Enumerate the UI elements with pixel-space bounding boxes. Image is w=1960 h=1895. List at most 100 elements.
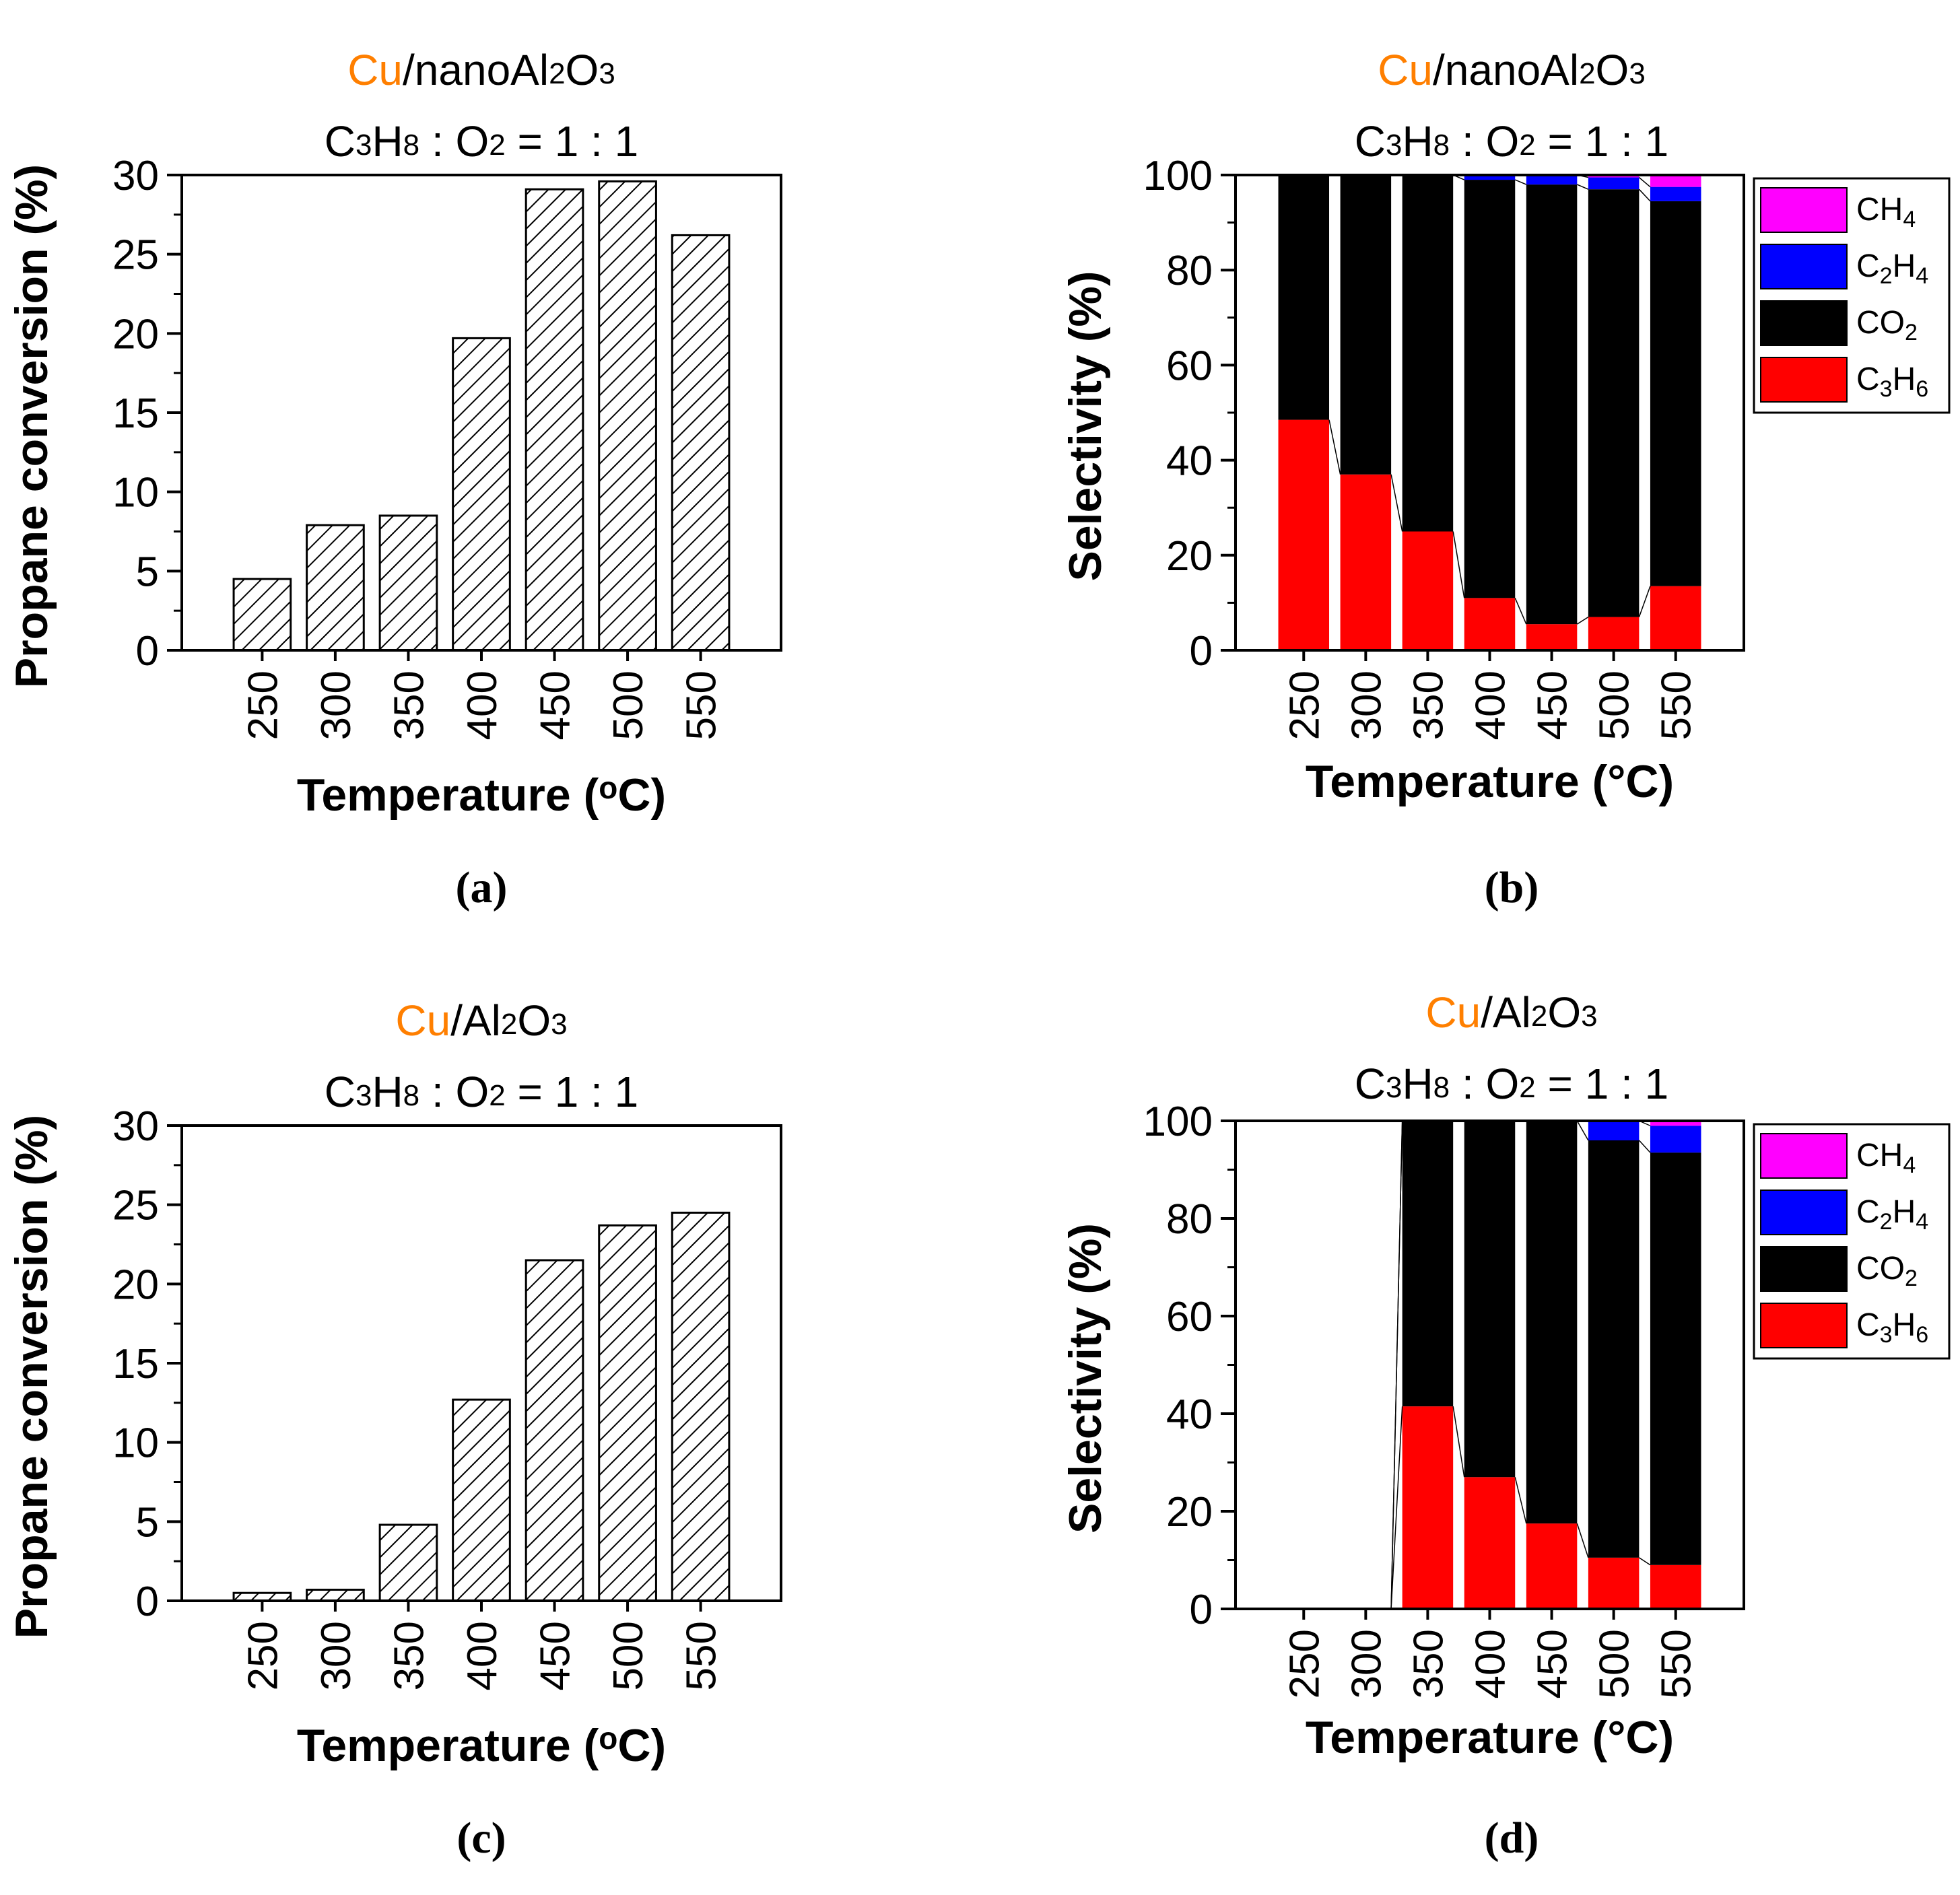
- y-axis-label: Selectivity (%): [1060, 1223, 1111, 1534]
- bar-co2-350: [1402, 175, 1454, 532]
- bar-550: [671, 234, 731, 652]
- y-tick-label: 5: [136, 549, 159, 595]
- legend-co2-label: CO2: [1856, 1251, 1918, 1291]
- x-tick-label: 550: [1654, 670, 1700, 740]
- y-tick-label: 0: [1190, 1587, 1213, 1633]
- panel-b: Cu/nanoAl2O3 C3H8 : O2 = 1 : 1 CH4 C2H4 CO2 C…: [1060, 46, 1951, 912]
- x-tick-label: 300: [1343, 670, 1390, 740]
- legend-c3h6-label: C3H6: [1856, 1307, 1928, 1348]
- x-axis-label: Temperature (oC): [297, 1720, 666, 1771]
- bar-c2h4-550: [1650, 186, 1701, 201]
- x-tick-label: 250: [1281, 670, 1328, 740]
- y-tick-label: 20: [112, 1262, 159, 1308]
- bar-co2-450: [1526, 184, 1578, 625]
- x-tick-label: 450: [533, 1621, 579, 1690]
- bar-c2h4-450: [1526, 175, 1578, 185]
- bar-c3h6-250: [1278, 419, 1330, 650]
- chart-title: Cu/nanoAl2O3: [1378, 46, 1646, 94]
- panel-label: (a): [456, 863, 508, 912]
- x-tick-label: 450: [1530, 670, 1576, 740]
- y-tick-label: 25: [112, 232, 159, 279]
- chart-subtitle: C3H8 : O2 = 1 : 1: [1355, 1060, 1668, 1108]
- x-axis-label: Temperature (°C): [1306, 756, 1674, 807]
- x-tick-label: 500: [605, 670, 652, 740]
- bar-550: [671, 1211, 731, 1602]
- bar-co2-500: [1588, 189, 1640, 617]
- bar-350: [378, 1523, 438, 1602]
- connector-line: [1328, 419, 1341, 475]
- panel-a: Cu/nanoAl2O3 C3H8 : O2 = 1 : 1 0 5 10 15 20 25 3…: [6, 46, 782, 912]
- y-tick-label: 60: [1166, 1294, 1213, 1340]
- chart-subtitle: C3H8 : O2 = 1 : 1: [1355, 117, 1668, 166]
- bar-co2-450: [1526, 1121, 1578, 1524]
- panel-c: Cu/Al2O3 C3H8 : O2 = 1 : 1 0 5 10 15 20 25 30 250…: [6, 996, 782, 1863]
- x-tick-label: 300: [1343, 1629, 1390, 1698]
- bar-ch4-550: [1650, 1121, 1701, 1126]
- bar-c3h6-450: [1526, 624, 1578, 650]
- connector-line: [1514, 1477, 1527, 1524]
- connector-line: [1514, 179, 1527, 185]
- x-tick-label: 550: [679, 670, 725, 740]
- bar-co2-300: [1340, 175, 1392, 475]
- connector-line: [1514, 598, 1527, 625]
- legend-ch4-label: CH4: [1856, 192, 1916, 232]
- chart-title: Cu/nanoAl2O3: [347, 46, 615, 94]
- bar-450: [525, 1259, 584, 1602]
- bar-c2h4-500: [1588, 1121, 1640, 1140]
- bar-350: [378, 514, 438, 652]
- y-tick-label: 80: [1166, 248, 1213, 294]
- bar-c3h6-400: [1464, 1477, 1516, 1609]
- bar-400: [452, 1398, 511, 1602]
- y-tick-label: 20: [1166, 1489, 1213, 1536]
- bar-co2-550: [1650, 1152, 1701, 1565]
- panel-label: (d): [1485, 1814, 1539, 1863]
- y-tick-label: 60: [1166, 343, 1213, 389]
- legend-c3h6-label: C3H6: [1856, 361, 1928, 402]
- bar-c3h6-350: [1402, 1406, 1454, 1609]
- x-tick-label: 550: [1654, 1629, 1700, 1698]
- connector-line: [1638, 176, 1651, 188]
- y-tick-label: 20: [1166, 533, 1213, 580]
- legend-co2-label: CO2: [1856, 305, 1918, 345]
- connector-line: [1638, 586, 1651, 617]
- legend-ch4-swatch: [1760, 187, 1848, 233]
- y-tick-label: 0: [136, 628, 159, 675]
- bar-500: [598, 1224, 657, 1602]
- chart-subtitle: C3H8 : O2 = 1 : 1: [325, 1068, 638, 1116]
- x-tick-label: 300: [313, 1621, 360, 1690]
- bar-450: [525, 188, 584, 652]
- x-tick-label: 350: [386, 1621, 432, 1690]
- x-tick-label: 350: [386, 670, 432, 740]
- bar-co2-400: [1464, 1121, 1516, 1478]
- legend-c3h6-swatch: [1760, 1303, 1848, 1348]
- bar-co2-550: [1650, 201, 1701, 586]
- bar-c3h6-550: [1650, 1564, 1701, 1609]
- y-tick-label: 25: [112, 1183, 159, 1229]
- legend-co2-swatch: [1760, 300, 1848, 346]
- legend-c3h6-swatch: [1760, 357, 1848, 403]
- bar-c2h4-500: [1588, 177, 1640, 190]
- bar-300: [306, 1589, 365, 1602]
- x-axis-label: Temperature (oC): [297, 769, 666, 821]
- y-tick-label: 0: [1190, 628, 1213, 675]
- x-tick-label: 400: [459, 670, 506, 740]
- connector-line: [1452, 531, 1465, 598]
- x-tick-label: 500: [1592, 1629, 1638, 1698]
- x-tick-label: 400: [459, 1621, 506, 1690]
- bar-c3h6-300: [1340, 474, 1392, 650]
- x-tick-label: 500: [1592, 670, 1638, 740]
- y-tick-label: 40: [1166, 438, 1213, 485]
- x-tick-label: 450: [1530, 1629, 1576, 1698]
- bar-co2-250: [1278, 175, 1330, 420]
- bar-c2h4-400: [1464, 175, 1516, 180]
- bar-300: [306, 524, 365, 652]
- bar-c3h6-350: [1402, 531, 1454, 650]
- bar-co2-400: [1464, 180, 1516, 598]
- y-tick-label: 30: [112, 153, 159, 199]
- connector-line: [1638, 1140, 1651, 1153]
- x-tick-label: 350: [1405, 1629, 1452, 1698]
- chart-title: Cu/Al2O3: [1425, 988, 1597, 1037]
- connector-line: [1577, 184, 1589, 190]
- connector-line: [1452, 1406, 1465, 1478]
